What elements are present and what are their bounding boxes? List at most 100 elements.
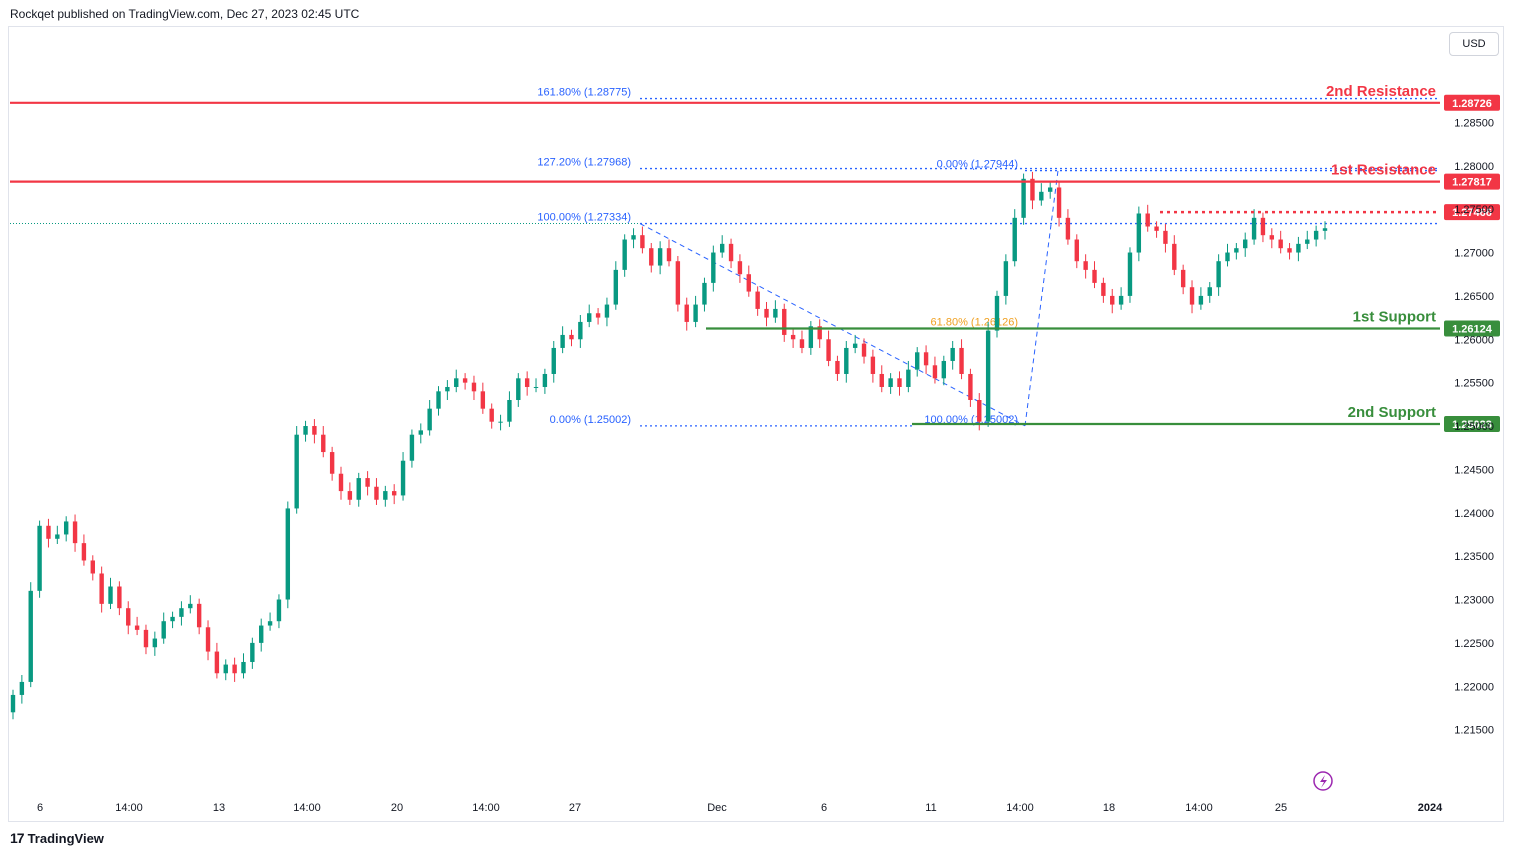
y-tick-label: 1.23500 xyxy=(1454,551,1494,563)
y-tick-label: 1.25000 xyxy=(1454,421,1494,433)
fib-label: 61.80% (1.26126) xyxy=(931,316,1018,328)
candle xyxy=(551,341,556,383)
candle xyxy=(711,245,716,292)
candle-body xyxy=(46,525,51,539)
candle-body xyxy=(232,664,237,674)
candle-body xyxy=(303,426,308,435)
y-tick-label: 1.28500 xyxy=(1454,117,1494,129)
candle xyxy=(188,595,193,614)
level-name: 2nd Support xyxy=(1348,404,1436,421)
candle xyxy=(1074,234,1079,269)
candle xyxy=(37,520,42,598)
candle xyxy=(915,347,920,377)
price-tag-label: 1.27817 xyxy=(1452,177,1492,189)
candle xyxy=(1296,236,1301,262)
candle xyxy=(72,514,78,552)
candle xyxy=(480,382,486,414)
candle xyxy=(321,426,326,458)
candle xyxy=(134,616,140,636)
candle-body xyxy=(835,360,840,374)
candle xyxy=(1056,180,1062,227)
candle-body xyxy=(1189,287,1195,305)
tradingview-logo[interactable]: 17 TradingView xyxy=(10,830,104,846)
candle xyxy=(1092,261,1097,289)
candle-body xyxy=(347,491,353,500)
chart-attribution: Rockqet published on TradingView.com, De… xyxy=(10,7,360,21)
candle-body xyxy=(915,352,920,370)
price-tag-label: 1.25023 xyxy=(1452,419,1492,431)
candle-body xyxy=(1145,213,1150,227)
candle xyxy=(1118,287,1124,310)
candle xyxy=(267,612,273,631)
candle xyxy=(276,594,282,629)
candle-body xyxy=(524,378,530,387)
x-tick-label: 18 xyxy=(1103,802,1115,814)
candle xyxy=(657,241,663,275)
candle xyxy=(1136,206,1142,262)
candle-body xyxy=(250,642,255,662)
candle xyxy=(817,319,822,348)
candle-body xyxy=(1287,248,1292,253)
candle-body xyxy=(764,308,769,318)
candle xyxy=(196,598,202,635)
candle-body xyxy=(888,378,893,387)
candle-body xyxy=(755,291,760,309)
candle xyxy=(1189,280,1195,314)
candle-body xyxy=(356,478,361,500)
y-tick-label: 1.26500 xyxy=(1454,291,1494,303)
candle xyxy=(1225,243,1230,267)
candle xyxy=(1065,209,1071,245)
x-tick-label: 14:00 xyxy=(1006,802,1034,814)
candle xyxy=(179,601,184,626)
candle xyxy=(1251,209,1257,245)
candle-body xyxy=(941,360,947,379)
candle xyxy=(702,277,707,312)
candle-body xyxy=(1030,178,1035,201)
candle xyxy=(63,516,69,542)
candle xyxy=(950,341,955,370)
candle xyxy=(587,304,592,328)
candle xyxy=(985,321,991,427)
y-tick-label: 1.24000 xyxy=(1454,508,1494,520)
candle xyxy=(719,235,725,258)
candle-body xyxy=(1322,228,1328,231)
fib-label: 0.00% (1.25002) xyxy=(550,414,631,426)
candle xyxy=(737,254,743,283)
candle-body xyxy=(1056,187,1062,218)
candle xyxy=(46,518,51,548)
flash-icon[interactable] xyxy=(1313,771,1333,791)
candle-body xyxy=(1110,295,1115,305)
x-tick-label: 14:00 xyxy=(115,802,143,814)
candle xyxy=(152,631,158,656)
price-tag xyxy=(1444,94,1500,111)
candle-body xyxy=(702,282,707,305)
candle-body xyxy=(719,243,725,253)
candle-body xyxy=(675,261,681,305)
candle-body xyxy=(1136,213,1142,253)
candle-body xyxy=(241,661,246,674)
candle-body xyxy=(640,235,645,249)
candle-body xyxy=(773,308,778,318)
candle-body xyxy=(852,343,858,348)
candle xyxy=(55,525,60,544)
candle xyxy=(782,303,787,342)
candle-body xyxy=(932,365,938,379)
candle-body xyxy=(595,313,601,318)
candle-body xyxy=(126,608,131,626)
x-tick-label: 14:00 xyxy=(1185,802,1213,814)
candle-body xyxy=(10,694,16,713)
candle-body xyxy=(81,543,87,561)
candle-body xyxy=(746,274,751,292)
candle-body xyxy=(471,382,477,392)
candle xyxy=(1039,183,1044,206)
currency-button[interactable]: USD xyxy=(1449,32,1499,56)
level-dotted-resistance: 1.27466 xyxy=(1160,204,1500,221)
candle-body xyxy=(897,378,902,387)
candle xyxy=(347,482,353,505)
candle-body xyxy=(489,408,494,422)
candle xyxy=(1172,235,1177,276)
candle-body xyxy=(179,608,184,617)
candle xyxy=(1207,282,1212,303)
candle xyxy=(870,349,876,383)
